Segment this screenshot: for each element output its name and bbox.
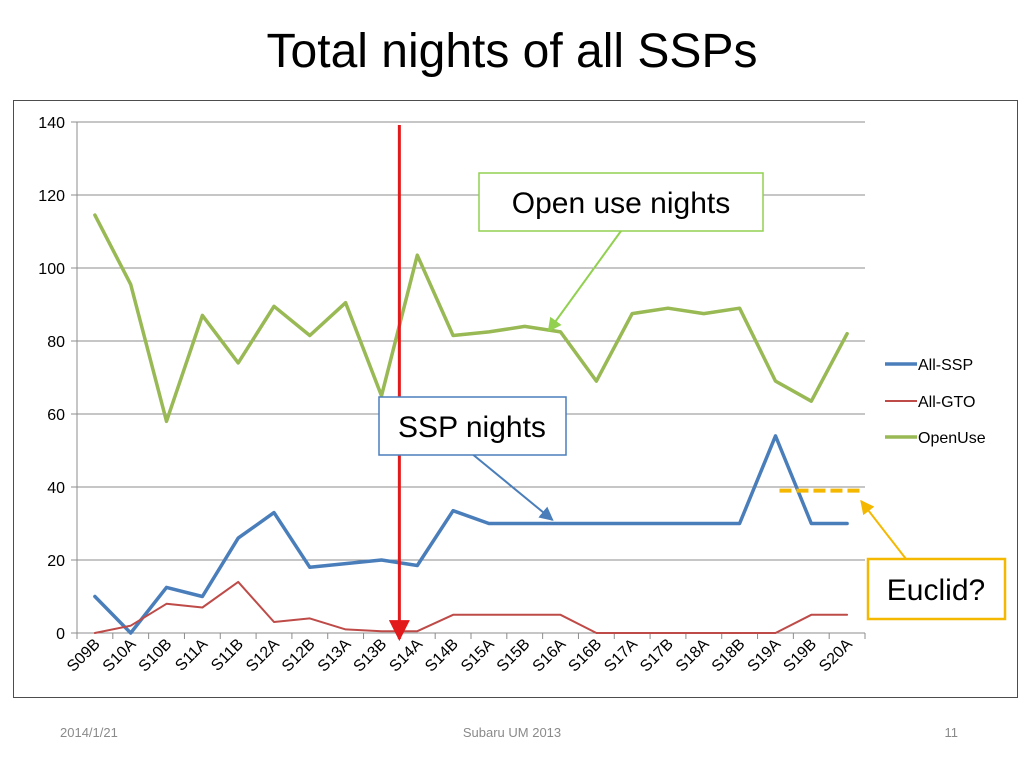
callout-label-euclid: Euclid? [887,574,985,607]
x-tick-label-s10a: S10A [100,636,140,676]
callout-box-euclid [866,557,1007,621]
x-tick-label-s18a: S18A [673,636,713,676]
y-tick-label-140: 140 [38,115,65,132]
footer-center-text: Subaru UM 2013 [462,725,562,740]
x-tick-label-s17a: S17A [601,636,641,676]
x-tick-label-s16a: S16A [530,636,570,676]
callout-box-open-use-nights [478,172,764,232]
y-tick-label-120: 120 [38,188,65,205]
x-tick-label-s11a: S11A [172,636,211,675]
callout-box-ssp-nights [378,396,567,456]
x-tick-label-s13b: S13B [351,636,391,676]
x-tick-label-s18b: S18B [709,636,749,676]
x-tick-label-s12b: S12B [279,636,319,676]
x-tick-label-s14a: S14A [386,636,426,676]
slide-title: Total nights of all SSPs [266,25,758,78]
callout-arrow-ssp-nights [470,452,554,521]
legend-label-all-ssp: All-SSP [918,357,973,374]
series-line-openuse [93,213,849,424]
callout-label-ssp-nights: SSP nights [398,411,546,444]
series-line-all-gto [93,580,849,634]
callout-arrow-open-use-nights [547,230,622,333]
x-tick-label-s14b: S14B [422,636,462,676]
footer-date: 2014/1/21 [60,725,118,740]
y-tick-label-60: 60 [47,407,65,424]
x-tick-label-s19a: S19A [745,636,785,676]
x-tick-label-s15b: S15B [494,636,534,676]
x-tick-label-s17b: S17B [637,636,677,676]
x-tick-label-s15a: S15A [458,636,498,676]
y-tick-label-40: 40 [47,480,65,497]
x-tick-label-s16b: S16B [565,636,605,676]
x-tick-label-s09b: S09B [64,636,104,676]
callout-arrow-euclid [860,499,907,560]
chart-frame: 0 20 40 60 80 100 120 140 S09B S10A S10B S11A S11B S1… [13,100,1018,698]
series-line-all-ssp [93,434,849,635]
x-tick-label-s10b: S10B [136,636,176,676]
callout-label-open-use-nights: Open use nights [512,187,730,220]
x-tick-label-s19b: S19B [780,636,820,676]
x-tick-label-s12a: S12A [243,636,283,676]
line-chart: 020406080100120140S09BS10AS10BS11AS11BS1… [38,115,1007,676]
x-tick-label-s20a: S20A [816,636,856,676]
legend-label-all-gto: All-GTO [918,394,975,411]
y-tick-label-20: 20 [47,553,65,570]
page-number: 11 [944,725,959,740]
x-tick-label-s13a: S13A [315,636,355,676]
y-tick-label-100: 100 [38,261,65,278]
x-tick-label-s11b: S11B [208,636,247,675]
y-tick-label-0: 0 [56,626,65,643]
y-tick-label-80: 80 [47,334,65,351]
legend-label-openuse: OpenUse [918,430,986,447]
